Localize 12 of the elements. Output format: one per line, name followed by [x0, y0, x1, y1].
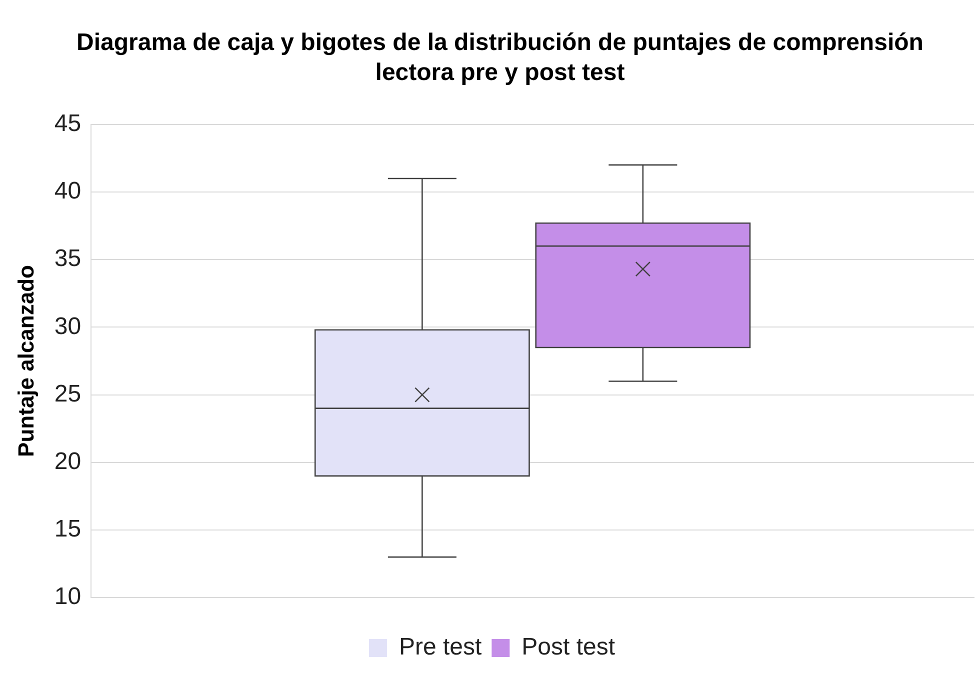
y-tick-label: 35	[54, 245, 82, 272]
y-tick-label: 25	[54, 380, 82, 408]
y-tick-label: 20	[54, 448, 82, 476]
y-tick-label: 45	[54, 110, 82, 138]
y-axis-title: Puntaje alcanzado	[13, 265, 38, 457]
legend-label: Pre test	[398, 634, 482, 661]
y-tick-label: 15	[54, 516, 82, 543]
legend-label: Post test	[522, 634, 616, 661]
chart-title: Diagrama de caja y bigotes de la distribución de puntajes de comprensión lectora pre y post test	[76, 28, 924, 88]
y-tick-label: 40	[54, 178, 82, 205]
y-tick-label: 10	[54, 583, 82, 610]
y-tick-label: 30	[54, 312, 82, 340]
